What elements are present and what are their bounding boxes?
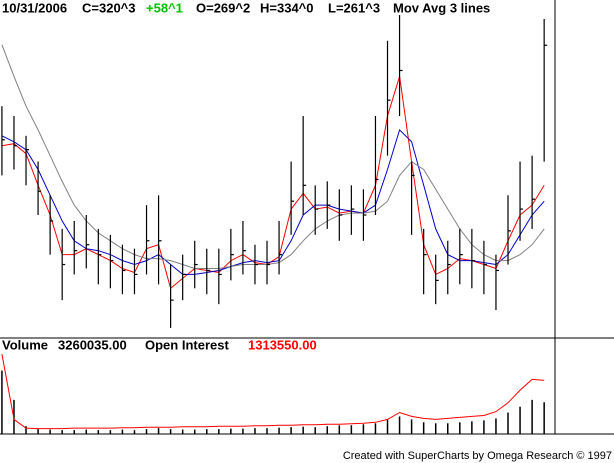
header-text: L=261^3 [328,0,380,15]
marks-layer [1,15,548,434]
footer: Created with SuperCharts by Omega Resear… [343,450,612,462]
header-text: H=334^0 [260,0,314,15]
labels-layer: 10/31/2006 C=320^3 +58^1 O=269^2 H=334^0 L=26… [2,0,490,352]
header-text: Volume [2,337,48,352]
header-text: 10/31/2006 [2,0,67,15]
moving-average-line [1,128,545,275]
header-text: 3260035.00 [58,337,127,352]
moving-average-line [1,44,545,269]
moving-average-line [1,76,545,290]
header-text: 1313550.00 [248,337,317,352]
header-text: Open Interest [145,337,229,352]
header-text: O=269^2 [196,0,250,15]
open-interest-line [1,353,545,430]
header-text: Mov Avg 3 lines [393,0,490,15]
header-text: C=320^3 [82,0,136,15]
header-text: +58^1 [146,0,183,15]
